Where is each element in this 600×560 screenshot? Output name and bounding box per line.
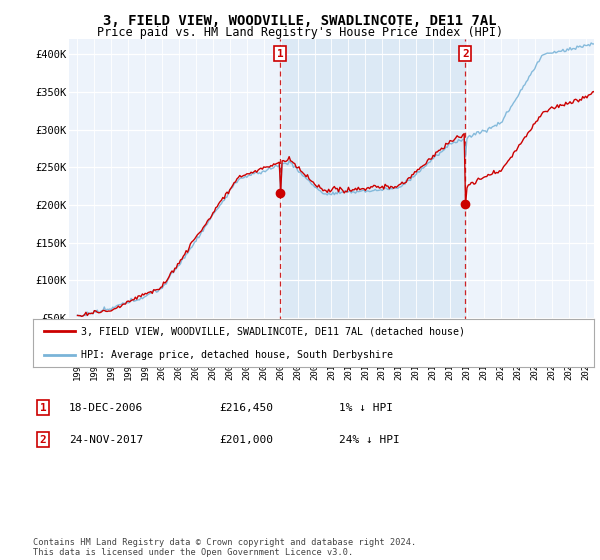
Text: 1: 1 [40,403,47,413]
Text: 3, FIELD VIEW, WOODVILLE, SWADLINCOTE, DE11 7AL: 3, FIELD VIEW, WOODVILLE, SWADLINCOTE, D… [103,14,497,28]
Text: £216,450: £216,450 [219,403,273,413]
Text: 2: 2 [40,435,47,445]
Text: 1: 1 [277,49,283,59]
Text: 18-DEC-2006: 18-DEC-2006 [69,403,143,413]
Bar [280,39,465,356]
Text: HPI: Average price, detached house, South Derbyshire: HPI: Average price, detached house, Sout… [80,350,392,360]
Text: 24-NOV-2017: 24-NOV-2017 [69,435,143,445]
Text: 1% ↓ HPI: 1% ↓ HPI [339,403,393,413]
Text: 24% ↓ HPI: 24% ↓ HPI [339,435,400,445]
Text: 3, FIELD VIEW, WOODVILLE, SWADLINCOTE, DE11 7AL (detached house): 3, FIELD VIEW, WOODVILLE, SWADLINCOTE, D… [80,326,464,336]
Text: £201,000: £201,000 [219,435,273,445]
Text: 2: 2 [462,49,469,59]
Text: Contains HM Land Registry data © Crown copyright and database right 2024.
This d: Contains HM Land Registry data © Crown c… [33,538,416,557]
Text: Price paid vs. HM Land Registry's House Price Index (HPI): Price paid vs. HM Land Registry's House … [97,26,503,39]
